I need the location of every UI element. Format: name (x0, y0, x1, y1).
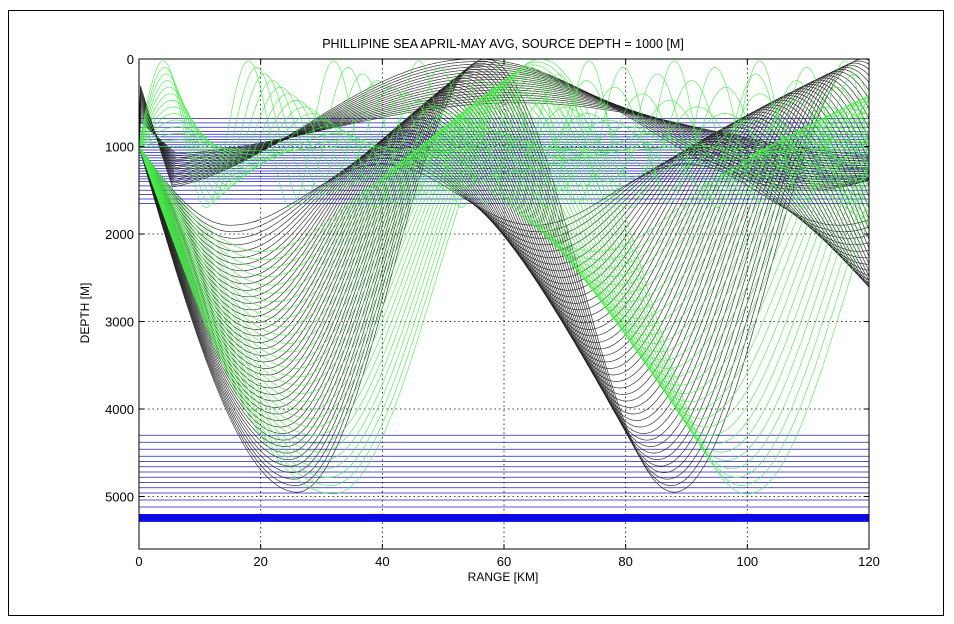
ray-path-deep (138, 124, 870, 304)
ray-path-deep (138, 115, 870, 344)
y-axis-ticks: 0 1000 2000 3000 4000 5000 (105, 52, 869, 505)
ray-path-shallow (138, 80, 870, 195)
ray-path-deep (138, 146, 870, 252)
ray-path-deep (138, 121, 870, 311)
x-axis-ticks: 0 20 40 60 80 100 120 (135, 59, 880, 569)
ray-path-deep (138, 69, 870, 460)
ray-path-deep (138, 71, 870, 454)
ray-path-deep (138, 82, 870, 428)
ray-path-deep (138, 98, 869, 386)
ray-path-deep (138, 85, 870, 420)
y-tick-label: 2000 (105, 227, 134, 242)
x-tick-label: 120 (858, 554, 880, 569)
chart-title: PHILLIPINE SEA APRIL-MAY AVG, SOURCE DEP… (322, 37, 684, 51)
y-tick-label: 3000 (105, 315, 134, 330)
y-axis-label: DEPTH [M] (78, 283, 92, 344)
ray-path-deep (138, 129, 870, 291)
ray-path-deep (138, 104, 870, 356)
ray-path-shallow (138, 73, 870, 200)
ray-paths (138, 58, 870, 495)
ray-path-deep (138, 146, 870, 226)
ray-path-deep (138, 70, 870, 461)
ray-path-deep (138, 146, 870, 277)
ray-path-deep (138, 111, 870, 353)
ray-path-deep (138, 90, 870, 395)
figure-frame: PHILLIPINE SEA APRIL-MAY AVG, SOURCE DEP… (8, 10, 944, 616)
ray-path-deep (138, 109, 870, 343)
ray-path-deep (138, 79, 870, 436)
x-tick-label: 100 (736, 554, 758, 569)
ray-path-deep (138, 58, 870, 495)
ray-path-shallow (138, 66, 870, 204)
ray-path-deep (138, 77, 870, 434)
ray-path-deep (138, 88, 870, 411)
ray-path-deep (138, 73, 870, 453)
x-tick-label: 60 (497, 554, 511, 569)
ray-path-deep (138, 95, 870, 382)
ray-path-deep (138, 105, 870, 369)
ray-path-deep (138, 133, 870, 302)
ray-path-shallow (138, 119, 870, 169)
ray-path-deep (138, 60, 870, 486)
ray-trace-chart: PHILLIPINE SEA APRIL-MAY AVG, SOURCE DEP… (78, 37, 880, 584)
ray-path-shallow (138, 113, 870, 174)
ray-path-deep (138, 106, 870, 350)
ray-path-deep (138, 61, 870, 486)
ray-path-deep (138, 64, 870, 478)
ray-path-deep (138, 146, 870, 233)
ray-path-shallow (138, 92, 870, 164)
x-tick-label: 40 (375, 554, 389, 569)
ray-path-deep (138, 116, 870, 324)
ray-path-shallow (138, 139, 870, 156)
x-tick-label: 0 (135, 554, 142, 569)
ray-path-shallow (138, 99, 869, 158)
y-tick-label: 1000 (105, 140, 134, 155)
x-tick-label: 20 (253, 554, 267, 569)
ray-path-deep (138, 137, 870, 294)
ray-path-shallow (138, 126, 870, 165)
ray-path-deep (138, 129, 870, 311)
ray-path-shallow (138, 99, 870, 182)
ray-path-deep (138, 119, 870, 317)
y-tick-label: 0 (127, 52, 134, 67)
x-axis-label: RANGE [KM] (468, 570, 539, 584)
ray-path-shallow (138, 89, 869, 166)
x-tick-label: 80 (618, 554, 632, 569)
ray-path-shallow (139, 146, 870, 152)
ray-path-shallow (138, 93, 870, 187)
ray-path-deep (138, 95, 870, 394)
ray-path-deep (138, 114, 870, 330)
ray-path-deep (138, 101, 870, 378)
ray-path-deep (138, 142, 870, 286)
ray-path-deep (138, 58, 870, 493)
ray-path-deep (138, 67, 870, 470)
ray-path-deep (138, 79, 870, 428)
ray-path-deep (138, 91, 870, 403)
ray-path-deep (138, 62, 870, 480)
y-tick-label: 5000 (105, 490, 134, 505)
ray-path-shallow (138, 132, 870, 160)
ray-path-deep (138, 146, 870, 261)
bottom-band (139, 514, 869, 522)
ray-path-deep (138, 108, 870, 361)
ray-path-deep (138, 118, 870, 336)
y-tick-label: 4000 (105, 402, 134, 417)
ray-path-shallow (138, 94, 869, 162)
